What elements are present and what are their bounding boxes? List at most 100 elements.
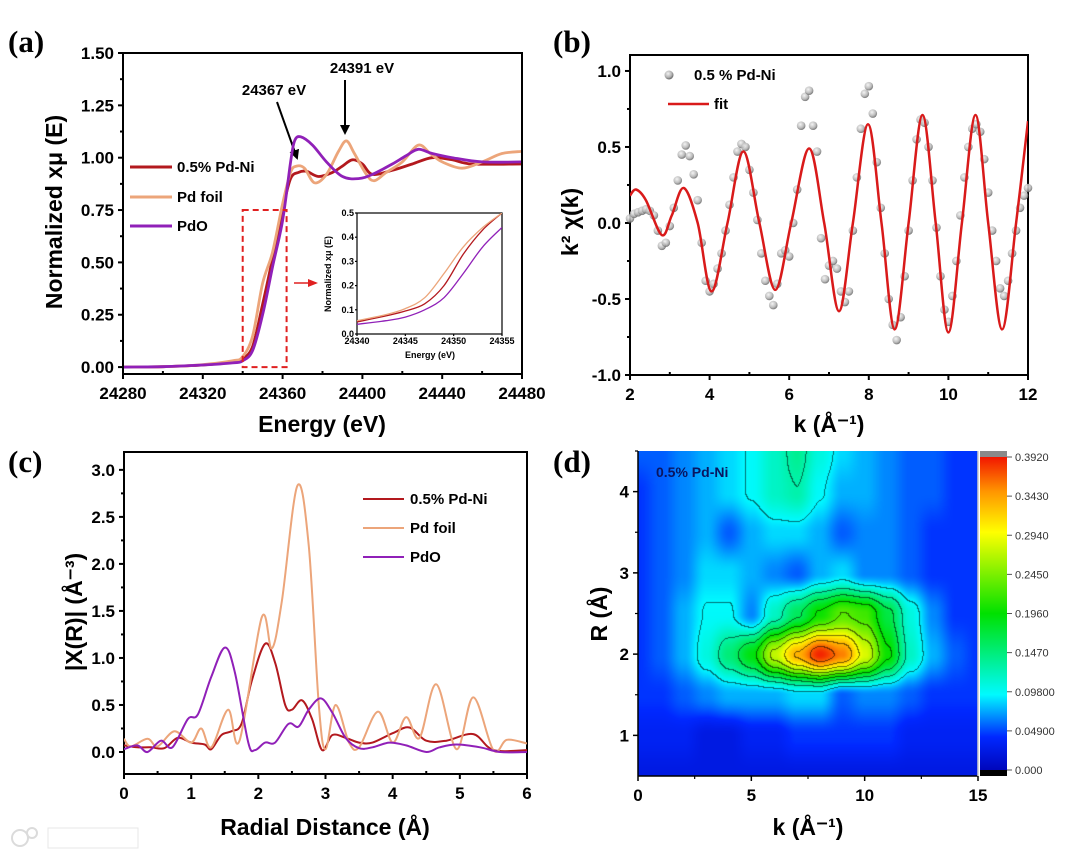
data-point — [844, 287, 854, 296]
legend-label-pdo: PdO — [177, 218, 208, 235]
legend-label-pd-foil: Pd foil — [177, 189, 223, 206]
inset-y-axis-label: Normalized xμ (E) — [323, 236, 333, 312]
x-tick-label: 24340 — [344, 336, 369, 346]
data-point — [995, 284, 1005, 293]
data-point — [820, 274, 830, 284]
panel-a-y-axis-label: Normalized xμ (E) — [41, 115, 67, 309]
legend-label-pd-foil: Pd foil — [410, 520, 456, 537]
colorbar-tick-label: 0.1470 — [1015, 648, 1049, 660]
legend-label-pd-ni: 0.5% Pd-Ni — [177, 159, 255, 176]
panel-c-y-axis-label: |X(R)| (Å⁻³) — [60, 553, 87, 671]
data-point — [768, 300, 778, 310]
data-point — [677, 150, 687, 159]
legend-label-data: 0.5 % Pd-Ni — [694, 67, 776, 84]
x-tick-label: 24355 — [489, 336, 514, 346]
data-point — [860, 89, 870, 99]
plot-frame — [123, 451, 528, 775]
data-point — [673, 176, 683, 185]
data-point — [757, 249, 766, 258]
colorbar-tick-label: 0.2940 — [1015, 530, 1049, 542]
series-line-fit — [630, 113, 1028, 334]
panel-a-inset: Normalized xμ (E) Energy (eV) 24340 24345… — [323, 208, 515, 360]
data-point — [868, 109, 878, 118]
data-point — [693, 195, 702, 205]
data-point — [864, 81, 874, 91]
legend-marker-data — [664, 70, 674, 80]
y-tick-label: 0.25 — [81, 306, 114, 325]
legend-label-pdo: PdO — [410, 549, 441, 566]
series-line-pd-foil — [123, 139, 522, 369]
data-point — [681, 141, 691, 150]
x-tick-label: 8 — [864, 385, 873, 404]
panel-d-x-axis-label: k (Å⁻¹) — [773, 813, 844, 840]
colorbar-tick-label: 0.1960 — [1015, 609, 1049, 621]
x-tick-label: 6 — [522, 784, 531, 803]
panel-d-wavelet-transform: R (Å) k (Å⁻¹) 0.3920 0.3430 0.2940 0.2450 0.… — [585, 451, 1055, 840]
colorbar-tick-label: 0.3920 — [1015, 452, 1049, 464]
panel-a-x-axis-label: Energy (eV) — [258, 411, 386, 437]
x-tick-label: 24280 — [99, 384, 146, 403]
y-tick-label: 0.5 — [91, 696, 115, 715]
x-tick-label: 24320 — [179, 384, 226, 403]
data-point — [816, 233, 826, 243]
panel-c-legend: 0.5% Pd-Ni Pd foil PdO — [363, 491, 488, 566]
y-tick-label: 1.50 — [81, 44, 114, 63]
colorbar-tick-label: 0.3430 — [1015, 491, 1049, 503]
data-point — [999, 291, 1009, 301]
y-tick-label: 1.0 — [597, 62, 621, 81]
wavelet-heatmap — [638, 451, 978, 776]
colorbar-tick-label: 0.09800 — [1015, 687, 1055, 699]
y-tick-label: 0.0 — [597, 214, 621, 233]
x-tick-label: 6 — [784, 385, 793, 404]
colorbar-tick-label: 0.04900 — [1015, 726, 1055, 738]
data-point — [800, 92, 810, 102]
data-point — [661, 238, 671, 248]
panel-b-x-axis-label: k (Å⁻¹) — [794, 410, 865, 437]
y-tick-label: -1.0 — [592, 366, 621, 385]
x-tick-label: 24360 — [259, 384, 306, 403]
watermark-logo — [11, 827, 139, 849]
panel-label-d: (d) — [553, 444, 591, 479]
x-tick-label: 24350 — [441, 336, 466, 346]
colorbar-under-cap — [980, 770, 1007, 776]
x-tick-label: 4 — [388, 784, 398, 803]
series-line-pdo — [357, 227, 502, 325]
x-tick-label: 1 — [186, 784, 195, 803]
data-point — [765, 291, 774, 301]
data-point — [705, 287, 714, 296]
data-point — [689, 170, 698, 179]
x-tick-label: 24345 — [393, 336, 418, 346]
panel-label-c: (c) — [8, 444, 42, 479]
panel-a-legend: 0.5% Pd-Ni Pd foil PdO — [130, 159, 255, 235]
colorbar-tick-label: 0.2450 — [1015, 569, 1049, 581]
y-tick-label: 2.5 — [91, 508, 115, 527]
y-tick-label: 1.25 — [81, 96, 114, 115]
legend-label-pd-ni: 0.5% Pd-Ni — [410, 491, 488, 508]
plot-frame — [356, 212, 503, 335]
y-tick-label: 1.5 — [91, 602, 115, 621]
series-line-pdo — [124, 646, 527, 754]
y-tick-label: 0.4 — [341, 232, 354, 242]
data-point — [761, 276, 770, 286]
panel-label-b: (b) — [553, 24, 591, 59]
panel-c-ft-exafs-chart: |X(R)| (Å⁻³) Radial Distance (Å) 0.5% Pd… — [60, 451, 532, 840]
y-tick-label: 0.75 — [81, 201, 114, 220]
panel-d-y-axis-label: R (Å) — [585, 587, 612, 642]
colorbar — [980, 451, 1007, 776]
x-tick-label: 2 — [625, 385, 634, 404]
data-point — [812, 147, 822, 156]
annotation-24367: 24367 eV — [242, 82, 306, 99]
y-tick-label: 0.3 — [341, 256, 354, 266]
series-line-pd-foil — [124, 483, 527, 753]
panel-b-data-points — [625, 81, 1033, 345]
x-tick-label: 0 — [119, 784, 128, 803]
y-tick-label: -0.5 — [592, 290, 621, 309]
y-tick-label: 1.0 — [91, 649, 115, 668]
y-tick-label: 0.50 — [81, 253, 114, 272]
y-tick-label: 2.0 — [91, 555, 115, 574]
data-point — [796, 121, 806, 130]
panel-a-xanes-chart: Normalized xμ (E) Energy (eV) 24367 eV 2… — [41, 44, 546, 437]
data-point — [856, 124, 866, 134]
panel-c-x-axis-label: Radial Distance (Å) — [220, 813, 430, 840]
data-point — [832, 264, 842, 273]
